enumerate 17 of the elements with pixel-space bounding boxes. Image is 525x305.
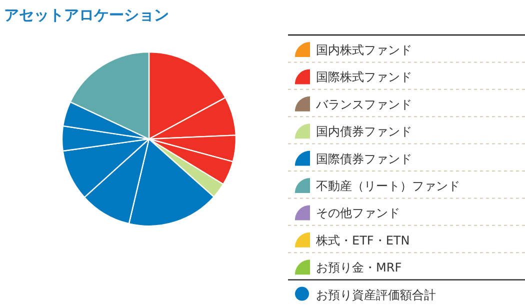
legend-label: 国際株式ファンド: [316, 70, 412, 84]
legend-label: 株式・ETF・ETN: [315, 233, 410, 248]
pie-slice: [84, 138, 150, 224]
text: お預り資産評価額合計: [316, 288, 436, 302]
legend-label: 不動産（リート）ファンド: [316, 179, 460, 193]
legend-label: 国内株式ファンド: [316, 43, 412, 57]
legend-label: お預り金・MRF: [316, 260, 402, 275]
legend-label: 国内債券ファンド: [316, 124, 412, 139]
pie-slice: [148, 51, 226, 140]
pie-slice: [148, 96, 237, 140]
legend-label: その他ファンド: [316, 206, 400, 220]
pie-slice: [70, 51, 150, 140]
chart-title: アセットアロケーション: [4, 6, 169, 24]
pie-slice: [128, 138, 214, 227]
legend-label: バランスファンド: [315, 97, 412, 112]
pie-slice: [62, 138, 150, 198]
legend-label: 国際債券ファンド: [316, 152, 412, 166]
